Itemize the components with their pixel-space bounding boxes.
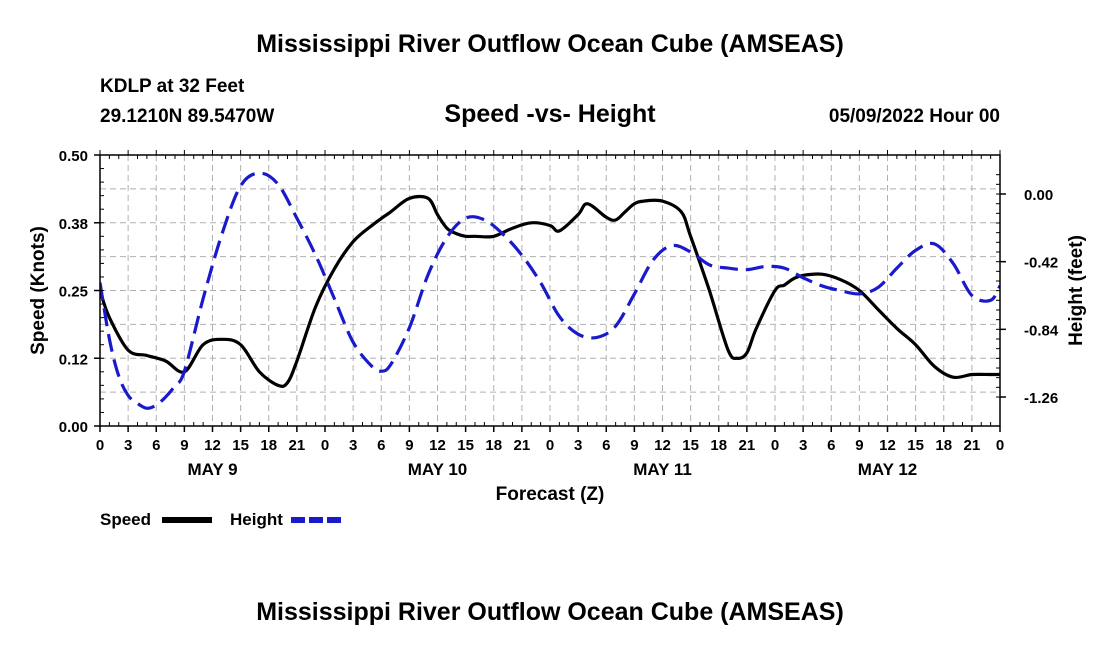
- y2-tick-label: -0.84: [1024, 322, 1059, 339]
- x-tick-label: 9: [405, 437, 413, 454]
- x-tick-label: 21: [739, 437, 756, 454]
- coordinates-label: 29.1210N 89.5470W: [100, 106, 275, 127]
- x-tick-label: 3: [799, 437, 807, 454]
- x-tick-label: 15: [907, 437, 924, 454]
- y2-tick-label: 0.00: [1024, 187, 1053, 204]
- day-label: MAY 10: [408, 460, 468, 479]
- series-height-line: [100, 171, 1000, 410]
- grid: [100, 155, 1000, 426]
- y2-tick-label: -1.26: [1024, 390, 1058, 407]
- day-label: MAY 11: [633, 460, 692, 479]
- x-tick-label: 15: [682, 437, 699, 454]
- x-tick-label: 6: [827, 437, 835, 454]
- x-tick-label: 18: [710, 437, 727, 454]
- legend: Speed Height: [100, 510, 342, 529]
- chart-subtitle: Speed -vs- Height: [444, 100, 656, 128]
- day-label: MAY 9: [187, 460, 237, 479]
- footer-title: Mississippi River Outflow Ocean Cube (AM…: [256, 598, 844, 626]
- legend-label-speed: Speed: [100, 510, 151, 529]
- y-tick-label: 0.38: [59, 216, 88, 233]
- x-tick-label: 12: [204, 437, 221, 454]
- day-label: MAY 12: [858, 460, 918, 479]
- series-layer: [100, 171, 1000, 410]
- x-tick-label: 21: [964, 437, 981, 454]
- y-axis-label: Speed (Knots): [28, 226, 49, 355]
- x-tick-label: 12: [654, 437, 671, 454]
- x-tick-label: 3: [124, 437, 132, 454]
- x-tick-label: 21: [514, 437, 531, 454]
- station-label: KDLP at 32 Feet: [100, 76, 245, 97]
- x-tick-label: 6: [377, 437, 385, 454]
- series-speed-line: [100, 194, 1000, 388]
- legend-label-height: Height: [230, 510, 283, 529]
- x-tick-label: 0: [321, 437, 329, 454]
- x-tick-label: 12: [429, 437, 446, 454]
- y-tick-label: 0.00: [59, 419, 88, 436]
- x-tick-label: 3: [349, 437, 357, 454]
- y-tick-label: 0.50: [59, 148, 88, 165]
- x-tick-label: 3: [574, 437, 582, 454]
- y-tick-label: 0.12: [59, 351, 88, 368]
- x-tick-label: 0: [771, 437, 779, 454]
- x-tick-label: 9: [630, 437, 638, 454]
- x-tick-label: 0: [996, 437, 1004, 454]
- axes: 0.00 0.12 0.25 0.38 0.50 0.00 -0.42 -0.84 -1.26 0…: [59, 148, 1059, 479]
- chart-title: Mississippi River Outflow Ocean Cube (AM…: [256, 30, 844, 58]
- forecast-datetime: 05/09/2022 Hour 00: [828, 106, 1000, 127]
- x-axis-label: Forecast (Z): [496, 484, 605, 505]
- x-tick-label: 18: [935, 437, 952, 454]
- x-tick-label: 9: [855, 437, 863, 454]
- x-tick-label: 15: [457, 437, 474, 454]
- y-tick-label: 0.25: [59, 284, 88, 301]
- x-tick-label: 6: [152, 437, 160, 454]
- y2-axis-label: Height (feet): [1066, 235, 1087, 346]
- y2-tick-label: -0.42: [1024, 255, 1058, 272]
- x-tick-label: 15: [232, 437, 249, 454]
- x-tick-label: 18: [485, 437, 502, 454]
- x-tick-label: 0: [96, 437, 104, 454]
- x-tick-label: 18: [260, 437, 277, 454]
- x-tick-label: 9: [180, 437, 188, 454]
- x-tick-label: 6: [602, 437, 610, 454]
- x-tick-label: 12: [879, 437, 896, 454]
- x-tick-label: 21: [289, 437, 306, 454]
- x-tick-label: 0: [546, 437, 554, 454]
